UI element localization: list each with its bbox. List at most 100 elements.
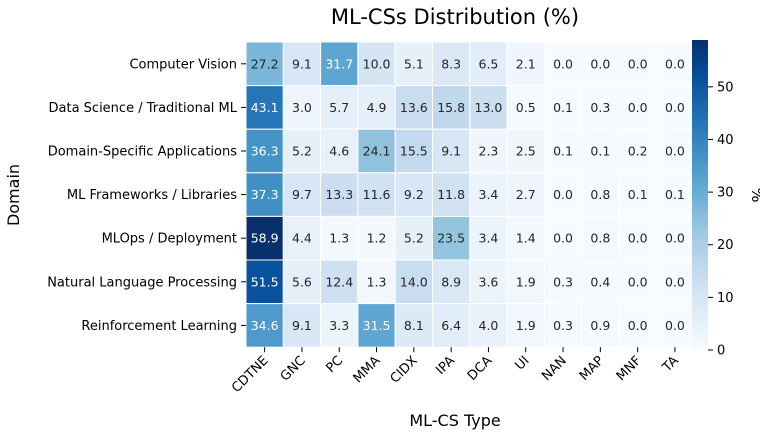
- cell-value-label: 4.6: [329, 144, 349, 159]
- cell-value-label: 9.1: [292, 56, 312, 71]
- cell-value-label: 0.0: [665, 144, 685, 159]
- cell-value-label: 6.5: [479, 56, 499, 71]
- chart-title: ML-CSs Distribution (%): [331, 5, 579, 29]
- cell-value-label: 13.0: [475, 100, 503, 115]
- heatmap-cell: [432, 85, 471, 130]
- cell-value-label: 0.4: [590, 274, 610, 289]
- x-tick-label: PC: [324, 353, 347, 376]
- heatmap-cell: [394, 85, 434, 130]
- y-tick-label: Natural Language Processing: [47, 275, 237, 290]
- cell-value-label: 3.6: [479, 274, 499, 289]
- cell-value-label: 3.4: [479, 187, 499, 202]
- heatmap-cell: [357, 128, 396, 174]
- x-tick-label: CDTNE: [229, 353, 271, 395]
- cell-value-label: 5.7: [329, 100, 349, 115]
- cell-value-label: 31.5: [363, 318, 391, 333]
- heatmap-cell: [357, 259, 396, 305]
- cell-value-label: 2.7: [516, 187, 536, 202]
- cell-value-label: 31.7: [325, 56, 353, 71]
- cell-value-label: 1.3: [329, 231, 349, 246]
- cell-value-label: 3.4: [479, 231, 499, 246]
- heatmap-cell: [320, 128, 359, 174]
- cell-value-label: 51.5: [251, 274, 279, 289]
- x-tick-label: MAP: [577, 353, 607, 383]
- cell-value-label: 0.8: [590, 231, 610, 246]
- heatmap-cell: [469, 215, 508, 261]
- cell-value-label: 9.1: [441, 144, 461, 159]
- cell-value-label: 43.1: [251, 100, 279, 115]
- cell-value-label: 0.0: [553, 231, 573, 246]
- colorbar-tick-label: 10: [717, 291, 734, 306]
- cell-value-label: 0.8: [590, 187, 610, 202]
- heatmap-cell: [432, 41, 471, 87]
- cell-value-label: 0.0: [665, 318, 685, 333]
- cell-value-label: 34.6: [251, 318, 279, 333]
- cell-value-label: 10.0: [363, 56, 391, 71]
- cell-value-label: 3.0: [292, 100, 312, 115]
- heatmap-cell: [543, 172, 583, 217]
- colorbar-label: %: [748, 187, 760, 202]
- heatmap-cells: 27.2 9.1 31.7 10.0 5.1 8.3 6.5 2.1 0.0 0.0 0.0 0.0 4…: [245, 41, 695, 348]
- cell-value-label: 5.2: [292, 144, 312, 159]
- cell-value-label: 5.6: [292, 274, 312, 289]
- cell-value-label: 0.1: [553, 100, 573, 115]
- cell-value-label: 0.3: [590, 100, 610, 115]
- cell-value-label: 0.3: [553, 274, 573, 289]
- x-tick-label: CIDX: [388, 353, 421, 386]
- cell-value-label: 36.3: [251, 144, 279, 159]
- heatmap-cell: [581, 172, 620, 217]
- cell-value-label: 0.5: [516, 100, 536, 115]
- y-tick-label: MLOps / Deployment: [102, 232, 237, 247]
- x-axis-label: ML-CS Type: [409, 411, 500, 430]
- x-tick-labels: CDTNE GNC PC MMA CIDX IPA DCA UI NAN MAP MNF TA: [229, 347, 682, 396]
- cell-value-label: 9.7: [292, 187, 312, 202]
- x-tick-label: MNF: [614, 353, 645, 384]
- heatmap-cell: [394, 215, 434, 261]
- cell-value-label: 1.2: [367, 231, 387, 246]
- cell-value-label: 0.1: [553, 144, 573, 159]
- heatmap-cell: [282, 85, 322, 130]
- x-tick-label: NAN: [539, 353, 570, 384]
- y-tick-labels: Computer Vision Data Science / Traditiona…: [47, 57, 246, 334]
- heatmap-cell: [543, 303, 583, 348]
- cell-value-label: 2.1: [516, 56, 536, 71]
- heatmap-cell: [581, 259, 620, 305]
- heatmap-cell: [618, 303, 657, 348]
- heatmap-cell: [320, 215, 359, 261]
- cell-value-label: 24.1: [363, 144, 391, 159]
- heatmap-cell: [581, 303, 620, 348]
- y-axis-label: Domain: [4, 164, 23, 226]
- heatmap-cell: [543, 259, 583, 305]
- heatmap-cell: [506, 41, 545, 87]
- cell-value-label: 27.2: [251, 56, 279, 71]
- heatmap-cell: [618, 85, 657, 130]
- cell-value-label: 15.8: [437, 100, 465, 115]
- cell-value-label: 11.8: [437, 187, 465, 202]
- colorbar: [692, 40, 708, 350]
- colorbar-tick-label: 40: [717, 133, 734, 148]
- cell-value-label: 0.3: [553, 318, 573, 333]
- heatmap-cell: [282, 41, 322, 87]
- cell-value-label: 0.0: [590, 56, 610, 71]
- cell-value-label: 15.5: [400, 144, 428, 159]
- cell-value-label: 37.3: [251, 187, 279, 202]
- cell-value-label: 5.2: [404, 231, 424, 246]
- heatmap-cell: [320, 303, 359, 348]
- cell-value-label: 4.0: [479, 318, 499, 333]
- heatmap-cell: [581, 85, 620, 130]
- cell-value-label: 8.9: [441, 274, 461, 289]
- x-tick-label: DCA: [465, 353, 495, 383]
- cell-value-label: 11.6: [363, 187, 391, 202]
- cell-value-label: 14.0: [400, 274, 428, 289]
- heatmap-cell: [469, 259, 508, 305]
- cell-value-label: 4.9: [367, 100, 387, 115]
- heatmap-cell: [469, 128, 508, 174]
- cell-value-label: 1.9: [516, 274, 536, 289]
- cell-value-label: 0.0: [665, 100, 685, 115]
- heatmap-cell: [506, 259, 545, 305]
- colorbar-tick-label: 30: [717, 186, 734, 201]
- colorbar-tick-label: 0: [717, 344, 725, 359]
- y-tick-label: Computer Vision: [129, 57, 237, 72]
- cell-value-label: 12.4: [325, 274, 353, 289]
